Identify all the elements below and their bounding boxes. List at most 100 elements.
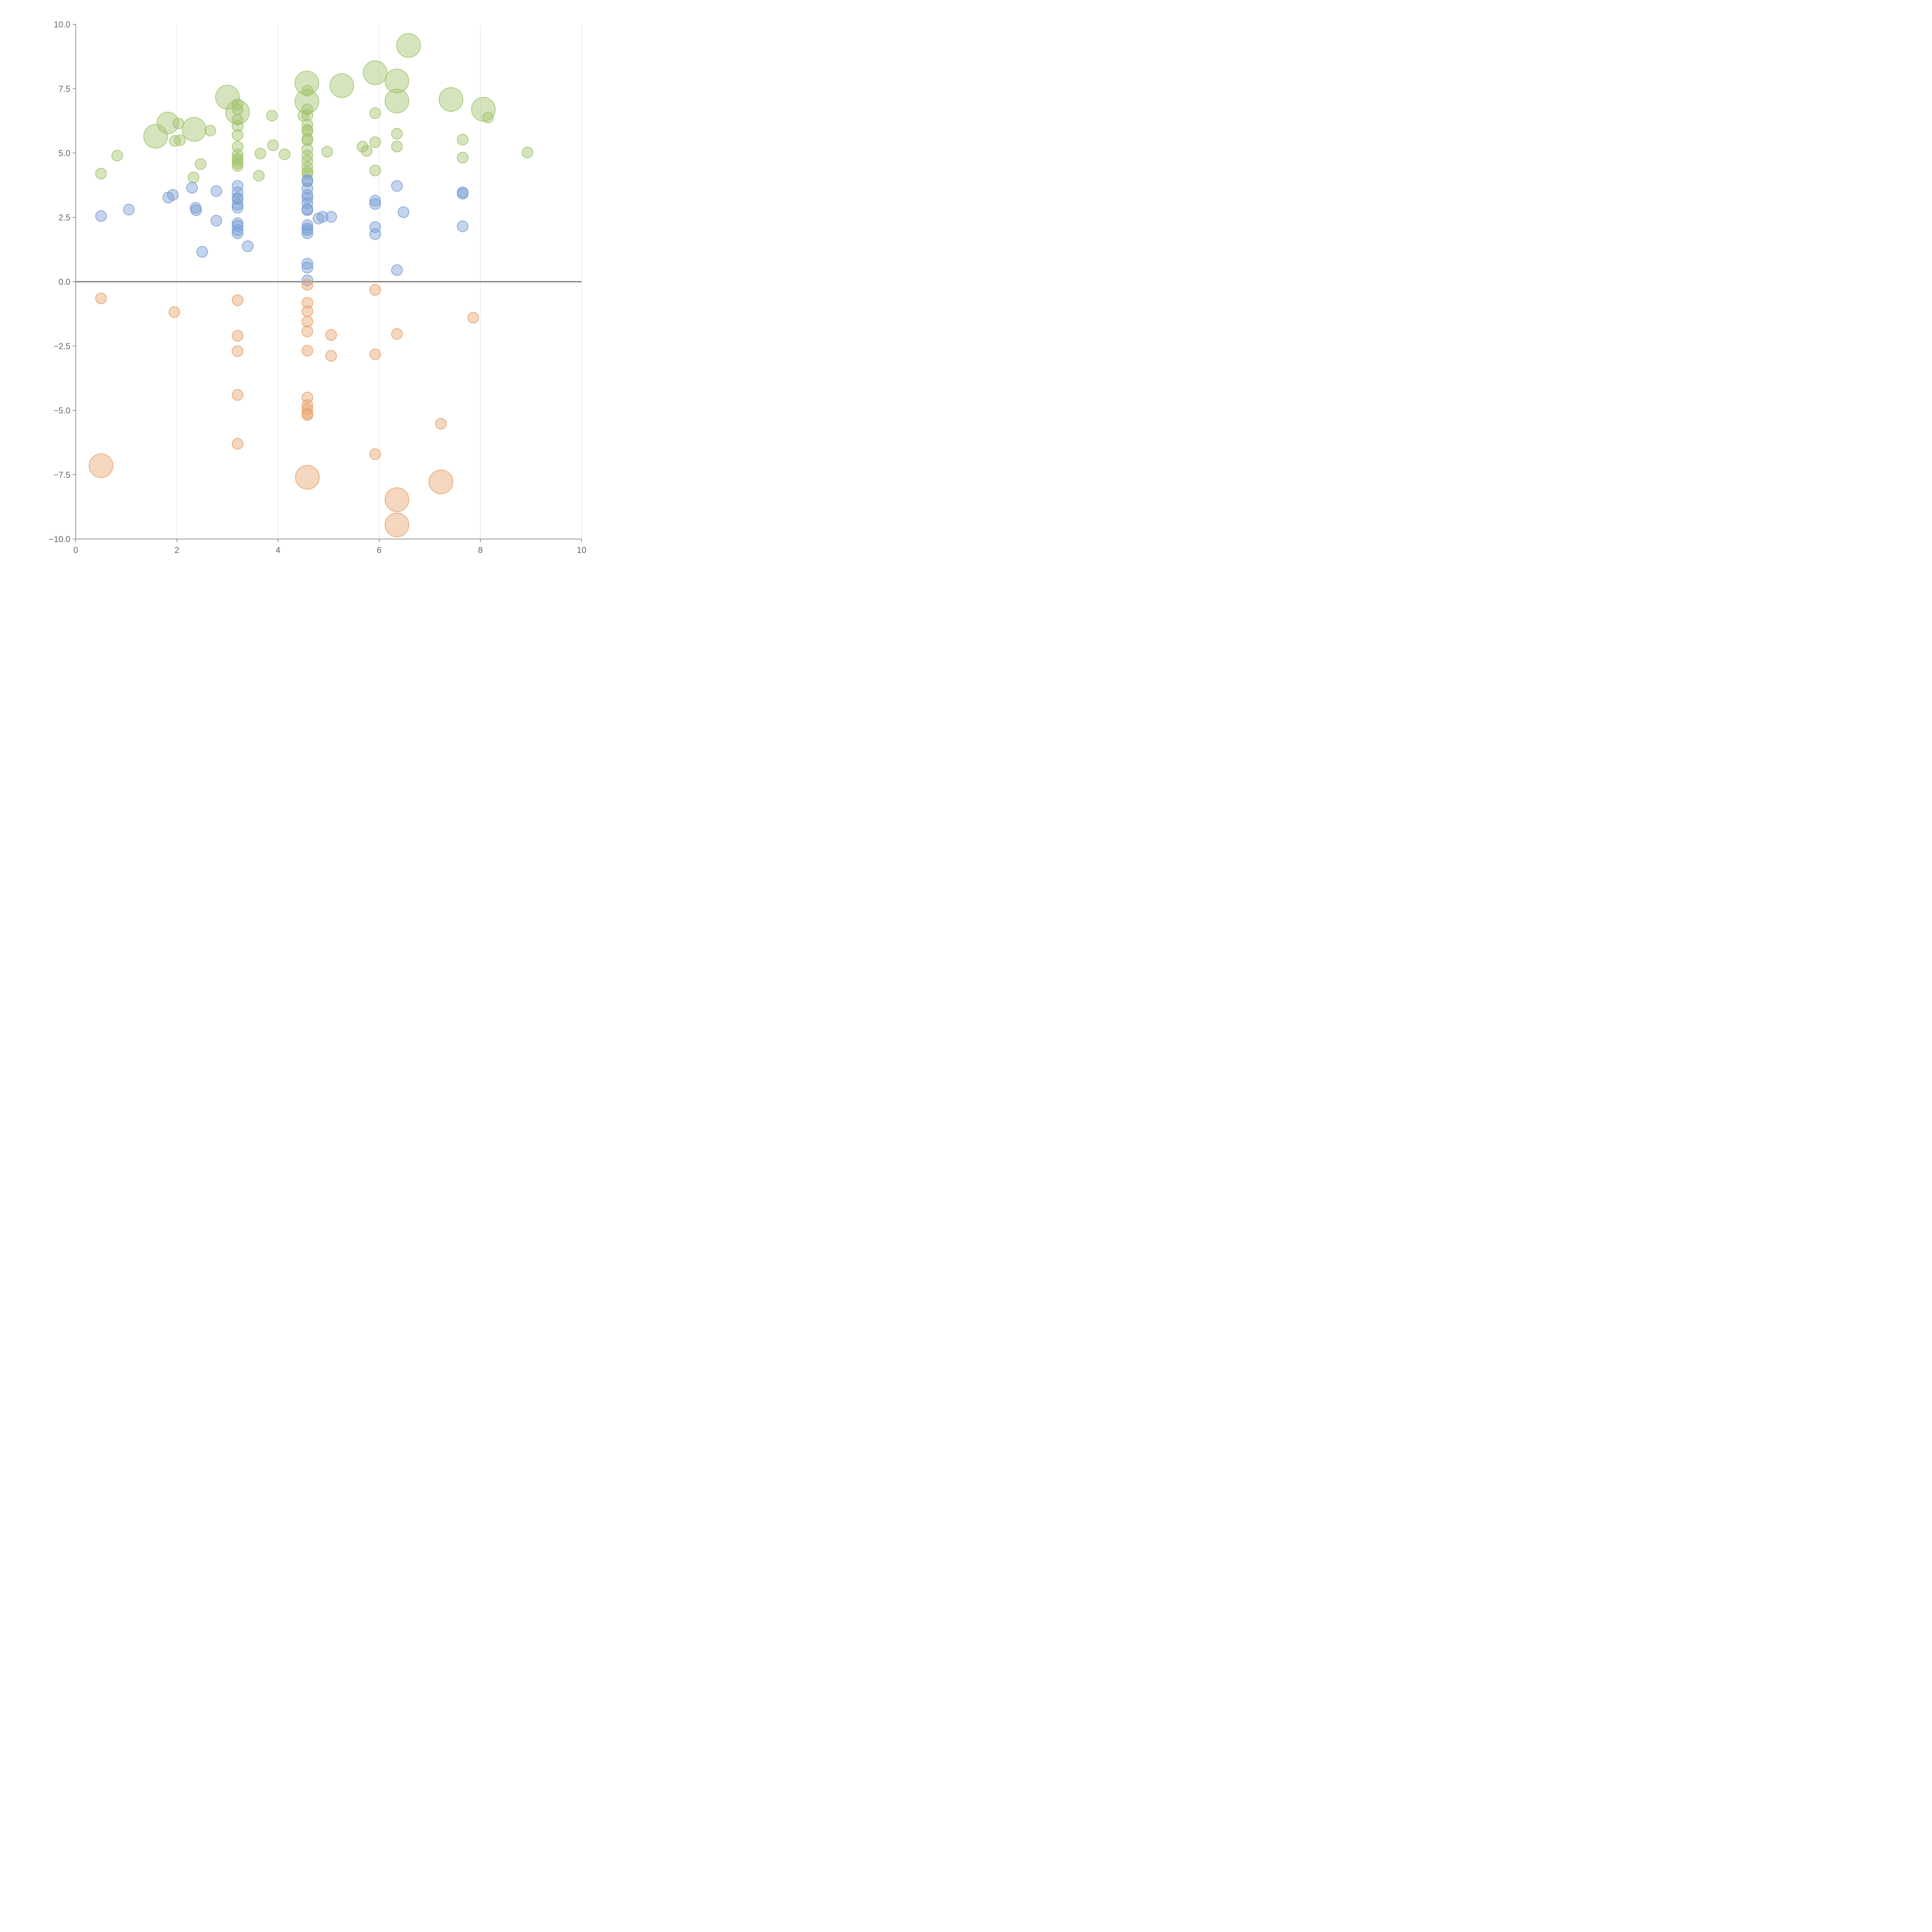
point-orange [301,325,313,337]
point-blue [231,202,243,214]
point-blue [301,227,313,239]
point-blue [231,199,243,211]
point-green [215,85,240,110]
point-green [384,68,410,94]
point-blue [369,195,381,207]
point-orange [301,316,313,328]
point-green [266,110,278,122]
x-tick-label: 4 [276,545,280,555]
point-orange [88,453,114,478]
point-green [391,128,403,140]
point-orange [369,348,381,360]
point-blue [210,185,222,197]
point-blue [325,211,337,223]
y-tick-label: 5.0 [58,148,70,158]
y-tick-label: 0.0 [58,277,70,287]
point-orange [301,297,313,309]
point-blue [167,189,179,201]
point-orange [435,418,447,430]
point-green [521,146,533,158]
point-blue [186,182,198,194]
point-green [321,146,333,158]
point-green [231,120,243,132]
point-blue [301,197,313,209]
x-tick-label: 0 [73,545,78,555]
point-blue [391,180,403,192]
y-tick-label: −10.0 [49,534,70,544]
point-orange [301,345,313,357]
point-orange [231,438,243,450]
point-orange [231,330,243,342]
point-orange [301,279,313,291]
point-orange [301,403,313,415]
point-orange [301,409,313,421]
point-green [361,145,372,157]
point-blue [369,221,381,233]
y-tick-label: 2.5 [58,213,70,223]
point-green [396,33,421,58]
point-green [231,103,243,115]
point-green [267,139,279,151]
point-orange [231,389,243,401]
x-tick-label: 6 [377,545,381,555]
point-blue [301,262,313,274]
point-orange [295,465,320,490]
point-green [231,129,243,141]
point-orange [231,294,243,306]
scatter-chart: 0 2 4 6 8 10 10.0 7.5 5.0 2.5 0.0 −2.5 −5.0 −7.5 −10.0 [49,20,586,555]
x-tick-label: 8 [478,545,483,555]
point-blue [301,182,313,194]
point-blue [231,217,243,229]
point-blue [242,240,254,252]
y-tick-label: −5.0 [54,406,70,415]
x-tick-label: 2 [175,545,179,555]
point-green [253,170,265,182]
point-blue [369,228,381,240]
point-orange [301,305,313,317]
point-green [301,143,313,155]
point-blue [210,215,222,227]
point-green [231,160,243,172]
point-green [457,151,469,163]
point-green [111,150,123,162]
point-blue [231,180,243,192]
point-orange [325,350,337,362]
point-blue [231,227,243,239]
point-green [231,114,243,126]
point-green [369,107,381,119]
point-orange [369,284,381,296]
point-orange [231,345,243,357]
point-blue [369,198,381,210]
y-tick-label: 7.5 [58,84,70,94]
point-orange [325,329,337,341]
point-green [439,87,464,112]
point-green [301,161,313,173]
point-blue [95,210,107,222]
point-green [182,117,207,142]
point-green [254,148,266,160]
point-blue [301,224,313,236]
point-green [204,125,216,137]
point-blue [398,206,410,218]
point-green [482,112,494,124]
point-orange [168,306,180,318]
point-green [391,141,403,153]
point-green [471,97,496,122]
y-tick-label: −2.5 [54,342,70,351]
point-blue [123,204,135,216]
point-orange [95,293,107,304]
point-blue [301,204,313,216]
point-green [301,109,313,121]
point-green [143,124,168,149]
point-green [301,103,313,115]
point-blue [457,188,469,200]
point-orange [467,312,479,324]
point-green [231,148,243,160]
point-blue [391,264,403,276]
point-green [329,73,354,98]
y-tick-label: −7.5 [54,470,70,480]
point-blue [301,189,313,201]
point-green [384,88,410,114]
point-green [174,134,186,146]
point-green [195,158,207,170]
